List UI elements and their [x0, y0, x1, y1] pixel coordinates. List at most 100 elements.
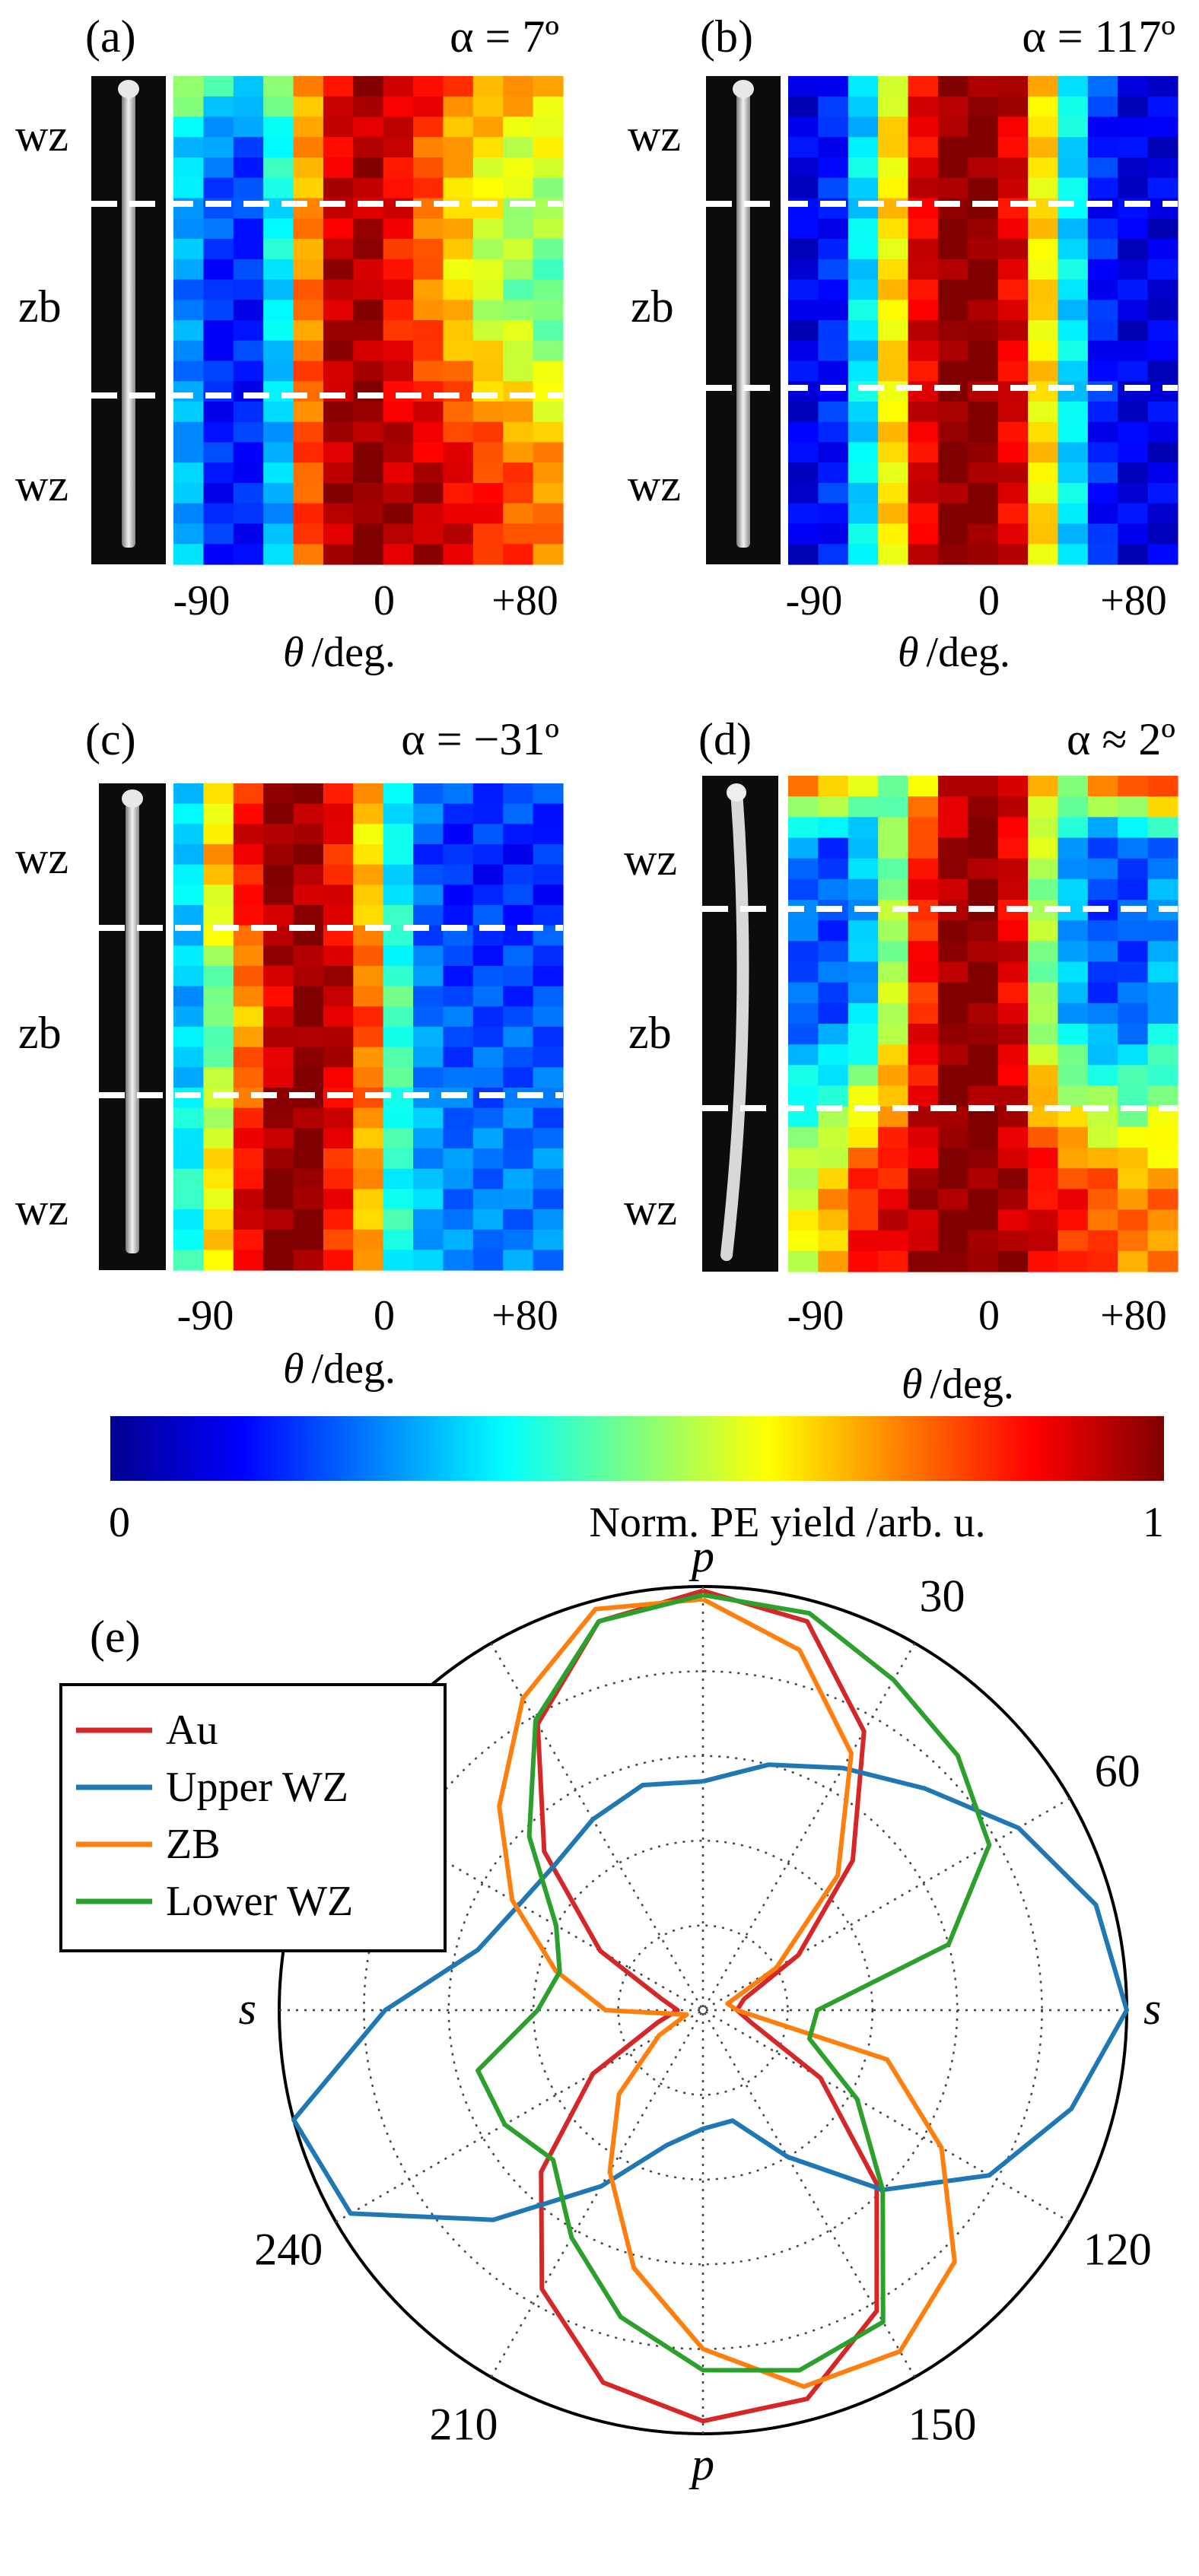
panel-d-heatmap-cell — [878, 1168, 909, 1190]
legend-label-zb: ZB — [166, 1821, 221, 1868]
panel-b-heatmap-cell — [908, 279, 939, 300]
panel-d-heatmap-cell — [1118, 1085, 1149, 1107]
panel-d-heatmap-cell — [1147, 1065, 1178, 1087]
panel-a-heatmap-cell — [383, 340, 414, 362]
panel-a-heatmap-cell — [203, 361, 234, 382]
panel-a-heatmap-cell — [323, 503, 354, 525]
panel-c-heatmap-cell — [353, 783, 384, 805]
panel-a-heatmap-cell — [383, 259, 414, 281]
panel-a-heatmap-cell — [533, 96, 564, 118]
panel-c-heatmap-cell — [353, 945, 384, 967]
panel-d-heatmap-cell — [908, 1250, 939, 1272]
panel-c-heatmap-cell — [233, 1107, 264, 1129]
panel-b-heatmap-cell — [1147, 76, 1178, 97]
panel-a-heatmap-cell — [173, 503, 204, 525]
panel-d-heatmap-cell — [848, 858, 879, 880]
panel-c-heatmap-cell — [203, 1229, 234, 1250]
panel-c-heatmap-cell — [533, 1067, 564, 1088]
panel-d-heatmap-cell — [968, 1148, 999, 1169]
panel-b-heatmap-cell — [788, 76, 819, 97]
panel-a-heatmap-cell — [443, 177, 474, 199]
panel-c-heatmap-cell — [443, 945, 474, 967]
panel-a-heatmap-cell — [443, 483, 474, 504]
panel-c-heatmap-cell — [533, 986, 564, 1007]
panel-b-heatmap-cell — [848, 76, 879, 97]
panel-b-heatmap-cell — [788, 381, 819, 402]
panel-b-heatmap-cell — [788, 421, 819, 443]
panel-c-heatmap-cell — [203, 1250, 234, 1271]
panel-c-heatmap-cell — [173, 1209, 204, 1231]
panel-b-heatmap-cell — [908, 76, 939, 97]
panel-b-heatmap-cell — [1147, 320, 1178, 341]
panel-a-heatmap-cell — [533, 177, 564, 199]
panel-c-heatmap-cell — [173, 824, 204, 845]
panel-c-heatmap-cell — [383, 1128, 414, 1149]
panel-d-heatmap-cell — [818, 1250, 849, 1272]
panel-b-heatmap-cell — [1057, 340, 1089, 362]
panel-d-heatmap-cell — [968, 1189, 999, 1211]
panel-d-heatmap-cell — [1087, 1044, 1118, 1066]
panel-b-heatmap-cell — [968, 421, 999, 443]
panel-b-heatmap-cell — [878, 300, 909, 321]
panel-c-heatmap-cell — [413, 1189, 444, 1210]
panel-d-heatmap-cell — [1147, 1230, 1178, 1252]
panel-c-heatmap-cell — [263, 844, 294, 866]
panel-c-heatmap-cell — [383, 1229, 414, 1250]
panel-c-heatmap-cell — [533, 1148, 564, 1170]
panel-c-heatmap-cell — [293, 783, 324, 805]
panel-a-heatmap-cell — [233, 402, 264, 423]
panel-a-heatmap-cell — [353, 402, 384, 423]
panel-d-heatmap-cell — [1028, 1209, 1059, 1231]
panel-c-heatmap-cell — [383, 1047, 414, 1068]
panel-a-heatmap-cell — [173, 483, 204, 504]
panel-a-heatmap-cell — [533, 503, 564, 525]
panel-b-heatmap-cell — [1087, 177, 1118, 199]
panel-b-heatmap-cell — [1087, 320, 1118, 341]
panel-b-heatmap-cell — [1087, 523, 1118, 545]
panel-a-heatmap-cell — [263, 218, 294, 240]
panel-b-heatmap-cell — [997, 259, 1029, 281]
panel-e-label: (e) — [90, 1612, 141, 1662]
panel-c-heatmap-cell — [323, 1189, 354, 1210]
panel-a-heatmap-cell — [472, 76, 504, 97]
panel-a-heatmap-cell — [263, 177, 294, 199]
panel-c-heatmap-cell — [413, 885, 444, 906]
panel-b-heatmap-cell — [1057, 421, 1089, 443]
panel-d-heatmap-cell — [818, 1189, 849, 1211]
panel-c-heatmap-cell — [293, 966, 324, 987]
panel-b-heatmap-cell — [1118, 300, 1149, 321]
panel-d-heatmap-cell — [1118, 1250, 1149, 1272]
panel-a-heatmap-cell — [353, 503, 384, 525]
panel-c-heatmap-cell — [323, 1027, 354, 1048]
panel-d-heatmap-cell — [1147, 776, 1178, 797]
panel-a-heatmap-cell — [233, 544, 264, 565]
panel-d-heatmap-cell — [1028, 1148, 1059, 1169]
panel-d-heatmap-cell — [968, 1168, 999, 1190]
panel-d-heatmap-cell — [1087, 961, 1118, 983]
panel-b-heatmap-cell — [1057, 239, 1089, 260]
panel-b-heatmap-cell — [788, 523, 819, 545]
panel-a-heatmap-cell — [383, 76, 414, 97]
panel-b-heatmap-cell — [1147, 483, 1178, 504]
panel-d-heatmap-cell — [937, 982, 968, 1004]
panel-a-heatmap-cell — [443, 462, 474, 484]
panel-c-heatmap-cell — [293, 824, 324, 845]
panel-d-heatmap-cell — [937, 817, 968, 839]
panel-c-heatmap-cell — [383, 803, 414, 824]
panel-d-heatmap-cell — [848, 1250, 879, 1272]
panel-a-heatmap-cell — [323, 116, 354, 138]
panel-a-heatmap-cell — [443, 76, 474, 97]
panel-c-heatmap-cell — [203, 945, 234, 967]
panel-b-heatmap-cell — [818, 462, 849, 484]
panel-c-heatmap-cell — [443, 1047, 474, 1068]
panel-b-heatmap-cell — [848, 523, 879, 545]
panel-d-heatmap-cell — [848, 1189, 879, 1211]
panel-d-heatmap-cell — [848, 878, 879, 900]
panel-c-heatmap-cell — [533, 885, 564, 906]
panel-a-heatmap-cell — [323, 381, 354, 402]
panel-a-heatmap-cell — [173, 402, 204, 423]
panel-c-heatmap-cell — [173, 1107, 204, 1129]
panel-b-heatmap-cell — [848, 340, 879, 362]
panel-c-heatmap-cell — [413, 844, 444, 866]
panel-b-heatmap-cell — [908, 96, 939, 118]
